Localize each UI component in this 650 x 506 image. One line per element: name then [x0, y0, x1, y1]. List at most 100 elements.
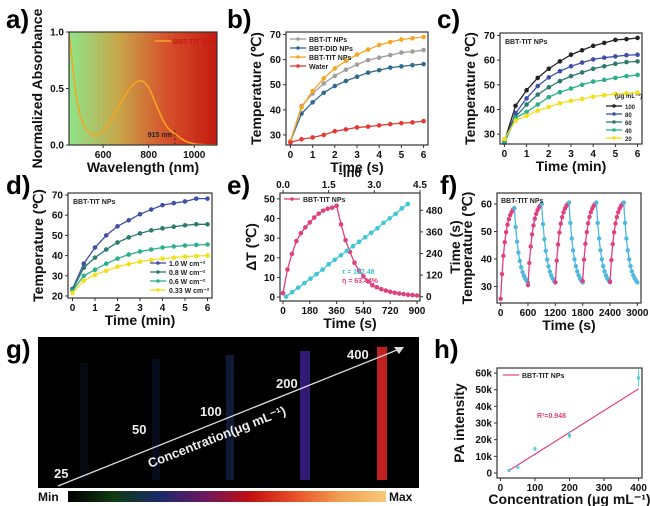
colorbar-g — [68, 491, 386, 502]
data-point-c — [579, 70, 585, 75]
y-tick-label-f: 30 — [481, 282, 493, 293]
data-point-d — [115, 224, 120, 229]
data-point-f-heating — [557, 230, 562, 235]
data-point-e-deltaT — [311, 215, 317, 220]
data-point-c — [535, 83, 541, 89]
y-tick-label-d: 30 — [52, 271, 64, 282]
annotation-text-a: 915 nm — [148, 132, 172, 139]
data-point-d — [205, 242, 210, 247]
data-point-e-deltaT — [338, 222, 344, 227]
x-tick-label-a: 1000 — [183, 150, 206, 161]
legend-marker-d — [156, 270, 160, 274]
data-point-f-cooling — [512, 205, 517, 211]
data-point-b — [365, 70, 371, 75]
data-point-c — [613, 75, 618, 81]
legend-marker-c — [612, 128, 616, 132]
x2-axis-label-e: -lnθ — [339, 165, 362, 180]
data-point-d — [92, 272, 98, 278]
concentration-label-g: 100 — [200, 404, 222, 419]
x-tick-label-h: 400 — [630, 483, 647, 494]
data-point-c — [624, 73, 629, 79]
data-point-d — [171, 255, 177, 260]
y-tick-label-c: 30 — [484, 130, 496, 141]
x-tick-label-b: 5 — [399, 150, 405, 161]
x-tick-label-e: 180 — [301, 306, 318, 317]
data-point-d — [126, 261, 132, 267]
data-point-d — [160, 226, 165, 231]
data-point-b — [299, 105, 304, 110]
data-point-b — [343, 58, 349, 64]
y-tick-label-a: 0.0 — [50, 141, 64, 152]
x-axis-label-d: Time (min) — [105, 312, 176, 328]
data-point-c — [502, 136, 507, 142]
data-point-f-cooling — [629, 269, 635, 274]
data-point-f-cooling — [517, 258, 522, 264]
series-line-a — [68, 31, 218, 146]
data-point-d — [148, 247, 154, 252]
annotation-h: R²=0.948 — [537, 413, 566, 420]
data-point-f-cooling — [625, 248, 630, 253]
data-point-c — [590, 94, 596, 99]
panel-label-a: a) — [6, 4, 30, 34]
legend-title-c: (μg mL⁻¹) — [615, 93, 642, 100]
y-axis-label-c: Temperature (℃) — [462, 32, 478, 145]
data-point-h — [516, 465, 520, 469]
legend-marker-d — [156, 261, 160, 265]
data-point-c — [613, 61, 618, 67]
data-point-b — [421, 118, 426, 124]
data-point-e-lntheta — [320, 267, 325, 272]
data-point-b — [399, 64, 404, 69]
data-point-c — [568, 86, 574, 91]
data-point-f-cooling — [539, 201, 544, 207]
legend-label-c: 100 — [625, 105, 636, 111]
legend-label-e: BBT-TIT NPs — [303, 197, 345, 204]
data-point-d — [81, 273, 87, 279]
data-point-f-cooling — [546, 264, 551, 269]
x-tick-label-f: 0 — [498, 308, 504, 319]
data-point-d — [160, 245, 165, 250]
data-point-c — [546, 75, 552, 80]
data-point-e-deltaT — [378, 286, 384, 292]
legend-marker-e — [290, 197, 294, 201]
data-point-f-cooling — [575, 269, 580, 274]
data-point-e-lntheta — [332, 257, 338, 263]
data-point-c — [601, 64, 607, 69]
data-point-e-deltaT — [365, 279, 371, 284]
data-point-f-cooling — [547, 269, 553, 274]
data-point-c — [513, 110, 518, 116]
data-point-b — [410, 120, 415, 125]
data-point-b — [332, 66, 338, 71]
data-point-f-cooling — [570, 248, 576, 253]
data-point-e-deltaT — [414, 293, 420, 298]
data-point-b — [376, 123, 382, 128]
annotation-f: BBT-TIT NPs — [501, 198, 543, 205]
data-point-e-lntheta — [356, 239, 362, 245]
data-point-e-deltaT — [352, 260, 357, 266]
x-tick-label-a: 800 — [140, 150, 157, 161]
x-tick-label-c: 5 — [613, 149, 619, 160]
legend-marker-c — [612, 104, 616, 108]
series-line-f-heating — [499, 207, 515, 299]
background-gradient-a — [69, 32, 217, 145]
data-point-c — [613, 91, 618, 97]
data-point-b — [399, 50, 404, 55]
data-point-e-deltaT — [374, 284, 380, 290]
y-tick-label-b: 70 — [270, 30, 282, 41]
y-tick-label-c: 70 — [484, 31, 496, 42]
y-tick-label-c: 40 — [484, 105, 496, 116]
data-point-c — [579, 96, 585, 102]
data-point-f-heating — [555, 242, 561, 247]
x-tick-label-b: 1 — [310, 150, 316, 161]
data-point-f-cooling — [626, 257, 632, 262]
data-point-b — [365, 124, 371, 129]
data-point-c — [568, 52, 574, 58]
legend-marker-b — [296, 64, 300, 68]
data-point-f-heating — [610, 241, 615, 247]
x-tick-label-d: 6 — [205, 303, 211, 314]
sample-stripe-g — [300, 351, 310, 480]
data-point-e-lntheta — [350, 243, 356, 249]
legend-marker-b — [296, 37, 300, 41]
legend-marker-b — [296, 46, 300, 50]
data-point-b — [421, 47, 426, 53]
data-point-f-heating — [501, 253, 506, 258]
